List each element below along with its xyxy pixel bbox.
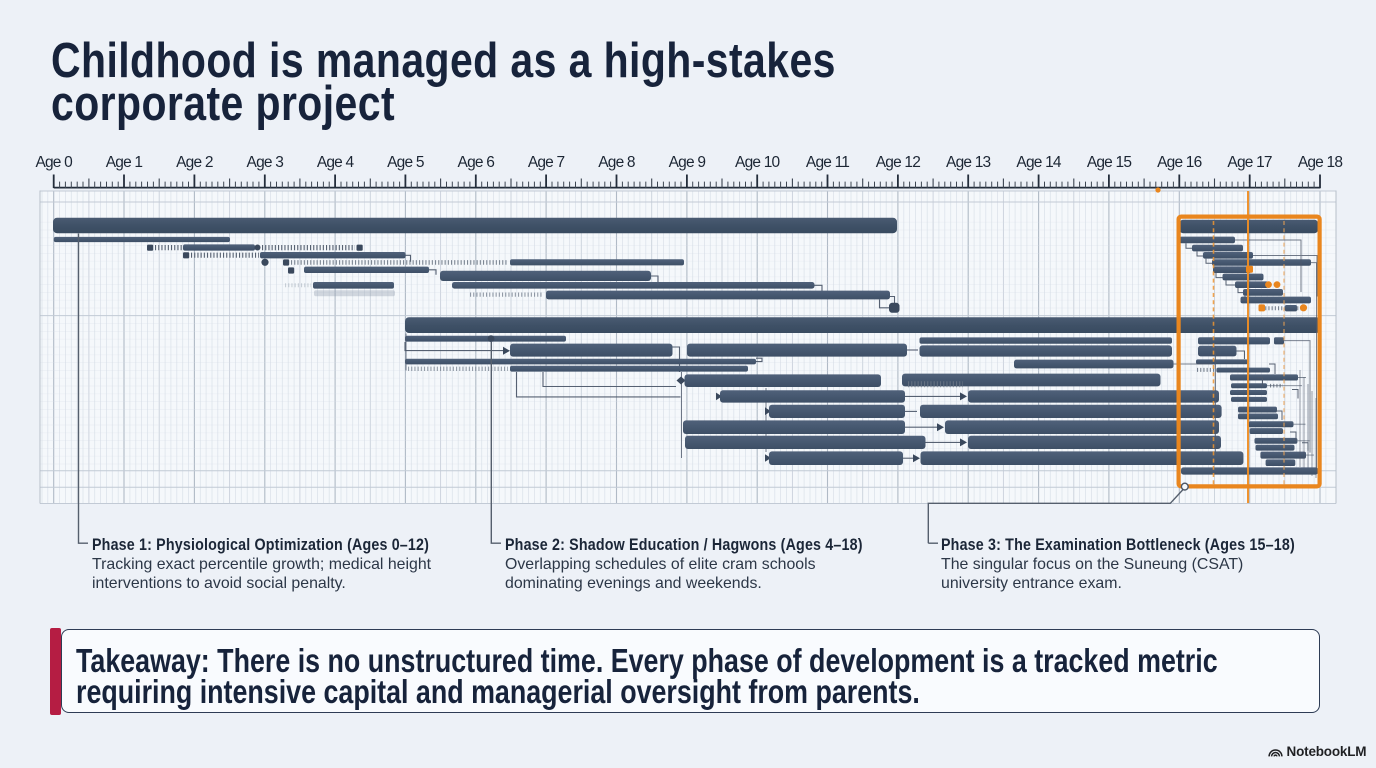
svg-text:Age 9: Age 9: [669, 154, 706, 171]
svg-text:Age 11: Age 11: [806, 154, 849, 171]
svg-text:Age 10: Age 10: [735, 154, 781, 171]
svg-text:Age 13: Age 13: [946, 154, 991, 171]
svg-text:Age 0: Age 0: [35, 154, 73, 171]
svg-text:Age 5: Age 5: [387, 154, 424, 171]
svg-text:Age 16: Age 16: [1157, 154, 1202, 171]
svg-text:Age 6: Age 6: [458, 154, 495, 171]
svg-text:Age 8: Age 8: [598, 154, 635, 171]
svg-text:Age 1: Age 1: [106, 154, 143, 171]
svg-text:Age 7: Age 7: [528, 154, 565, 171]
svg-text:Age 3: Age 3: [247, 154, 284, 171]
svg-text:Age 15: Age 15: [1087, 154, 1132, 171]
svg-text:Age 4: Age 4: [317, 154, 355, 171]
svg-text:Age 12: Age 12: [876, 154, 921, 171]
svg-text:Age 18: Age 18: [1298, 154, 1343, 171]
svg-text:Age 14: Age 14: [1016, 154, 1062, 171]
svg-text:Age 17: Age 17: [1227, 154, 1272, 171]
svg-text:Age 2: Age 2: [176, 154, 213, 171]
